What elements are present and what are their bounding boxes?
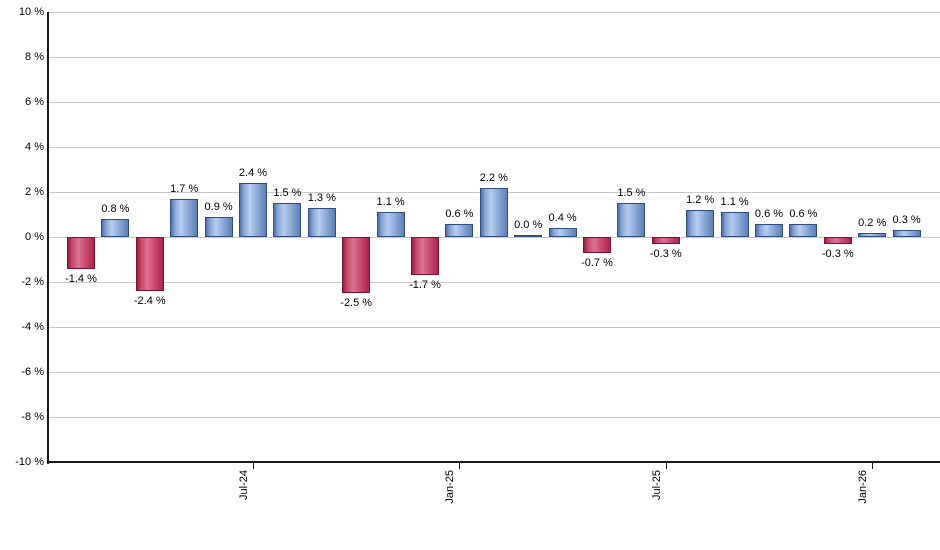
x-axis-line	[48, 461, 940, 463]
y-axis-tick-label: 6 %	[25, 96, 44, 108]
bar-value-label: -1.4 %	[65, 272, 97, 285]
bar-value-label: -2.4 %	[133, 295, 166, 307]
bar-value-label: 0.9 %	[204, 200, 233, 213]
gridline	[48, 327, 940, 328]
bar-positive[interactable]	[307, 207, 336, 237]
bar-positive[interactable]	[858, 232, 887, 237]
bar-value-label: 1.7 %	[170, 182, 199, 195]
gridline	[48, 147, 940, 148]
bar-value-label: -0.3 %	[649, 247, 682, 260]
bar-value-label: 1.2 %	[686, 194, 715, 206]
bar-positive[interactable]	[892, 230, 921, 237]
y-axis-tick-label: 8 %	[25, 51, 44, 63]
bar-value-label: 1.1 %	[376, 196, 405, 209]
bar-positive[interactable]	[376, 212, 405, 237]
y-axis-tick-label: -6 %	[21, 366, 44, 378]
x-axis-tick-label: Jan-25	[444, 470, 457, 504]
bar-value-label: 0.8 %	[101, 203, 130, 215]
bar-value-label: 0.6 %	[754, 207, 784, 220]
bar-value-label: 1.5 %	[273, 187, 302, 200]
bar-negative[interactable]	[67, 237, 95, 269]
bar-value-label: -1.7 %	[409, 279, 441, 292]
bar-positive[interactable]	[548, 228, 577, 237]
bar-positive[interactable]	[101, 219, 130, 237]
y-axis-tick-label: -2 %	[21, 276, 44, 288]
bar-negative[interactable]	[823, 237, 852, 244]
bar-positive[interactable]	[273, 203, 302, 237]
x-axis-tick-label: Jul-24	[238, 470, 250, 500]
bar-positive[interactable]	[686, 210, 715, 237]
bar-value-label: 0.2 %	[858, 216, 887, 229]
bar-value-label: -0.3 %	[821, 247, 854, 260]
bar-value-label: 2.4 %	[238, 167, 268, 179]
bar-value-label: 0.0 %	[514, 219, 543, 231]
bar-positive[interactable]	[204, 216, 233, 237]
bar-value-label: 0.4 %	[548, 212, 577, 224]
gridline	[48, 12, 940, 13]
bar-value-label: 0.6 %	[445, 207, 474, 220]
gridline	[48, 237, 940, 238]
bar-positive[interactable]	[720, 212, 749, 237]
bar-positive[interactable]	[479, 187, 508, 237]
bar-positive[interactable]	[755, 223, 783, 237]
bar-value-label: 2.2 %	[479, 171, 508, 184]
x-axis-tick	[665, 463, 667, 469]
gridline	[48, 282, 940, 283]
x-axis-tick-label: Jan-26	[857, 470, 870, 504]
gridline	[48, 417, 940, 418]
y-axis-tick-label: 2 %	[25, 186, 44, 198]
bar-positive[interactable]	[445, 223, 474, 237]
x-axis-tick-label: Jul-25	[650, 470, 663, 500]
bar-value-label: -0.7 %	[581, 256, 613, 269]
y-axis-line	[47, 12, 49, 464]
x-axis-tick	[253, 463, 254, 469]
bar-positive[interactable]	[514, 235, 543, 237]
bar-positive[interactable]	[239, 183, 267, 237]
y-axis-tick-label: -10 %	[15, 456, 44, 468]
bar-positive[interactable]	[617, 203, 646, 237]
bar-negative[interactable]	[342, 237, 371, 294]
bar-negative[interactable]	[135, 237, 164, 291]
bar-value-label: 1.1 %	[720, 196, 749, 209]
bar-value-label: 1.5 %	[617, 187, 646, 200]
bar-value-label: 1.3 %	[307, 191, 336, 204]
y-axis-tick-label: 4 %	[25, 141, 44, 153]
bar-value-label: 0.6 %	[789, 207, 818, 220]
x-axis-tick	[459, 463, 461, 469]
gridline	[48, 57, 940, 58]
y-axis-tick-label: 10 %	[18, 6, 44, 18]
bar-negative[interactable]	[583, 237, 611, 253]
bar-value-label: 0.3 %	[892, 214, 921, 227]
x-axis-tick	[872, 463, 874, 469]
bar-negative[interactable]	[411, 237, 439, 276]
y-axis-tick-label: -8 %	[21, 411, 44, 423]
bar-negative[interactable]	[651, 237, 680, 244]
bar-positive[interactable]	[789, 223, 818, 237]
gridline	[48, 372, 940, 373]
y-axis-tick-label: -4 %	[21, 321, 44, 333]
y-axis-tick-label: 0 %	[25, 231, 44, 243]
bar-value-label: -2.5 %	[340, 297, 373, 310]
gridline	[48, 102, 940, 103]
bar-positive[interactable]	[170, 198, 199, 237]
